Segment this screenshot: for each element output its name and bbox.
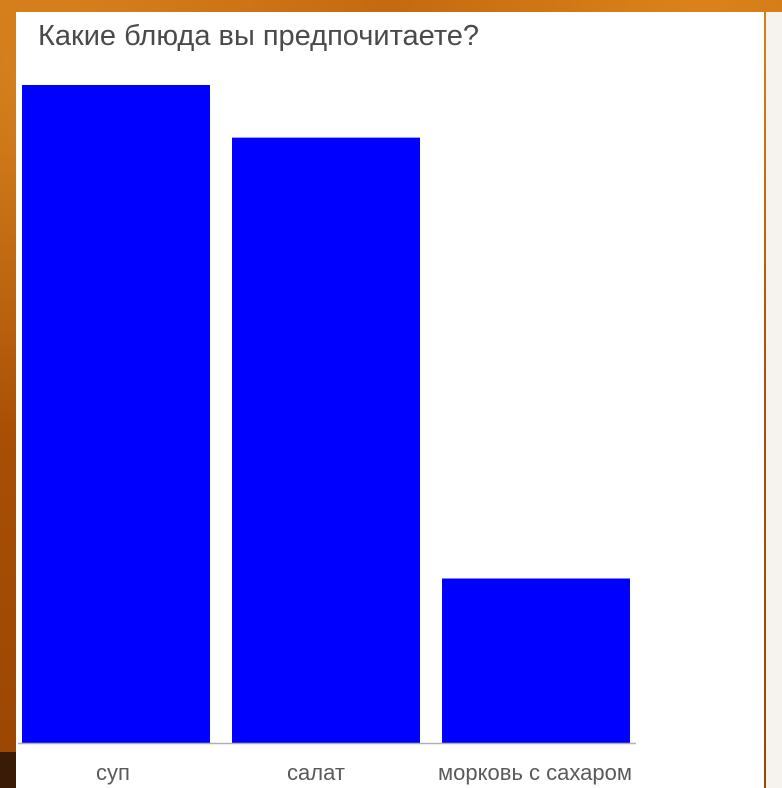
- bar-3: [442, 578, 630, 743]
- x-tick-label-1: суп: [96, 760, 130, 785]
- x-tick-label-3: морковь с сахаром: [438, 760, 632, 785]
- x-tick-label-2: салат: [287, 760, 345, 785]
- x-tick-labels: суп салат морковь с сахаром: [96, 760, 632, 785]
- chart-panel-edge: [766, 12, 782, 788]
- bar-2: [232, 137, 420, 743]
- slide-background-corner: [0, 752, 16, 788]
- chart-title: Какие блюда вы предпочитаете?: [38, 20, 480, 52]
- bars-group: [22, 85, 630, 743]
- bar-1: [22, 85, 210, 743]
